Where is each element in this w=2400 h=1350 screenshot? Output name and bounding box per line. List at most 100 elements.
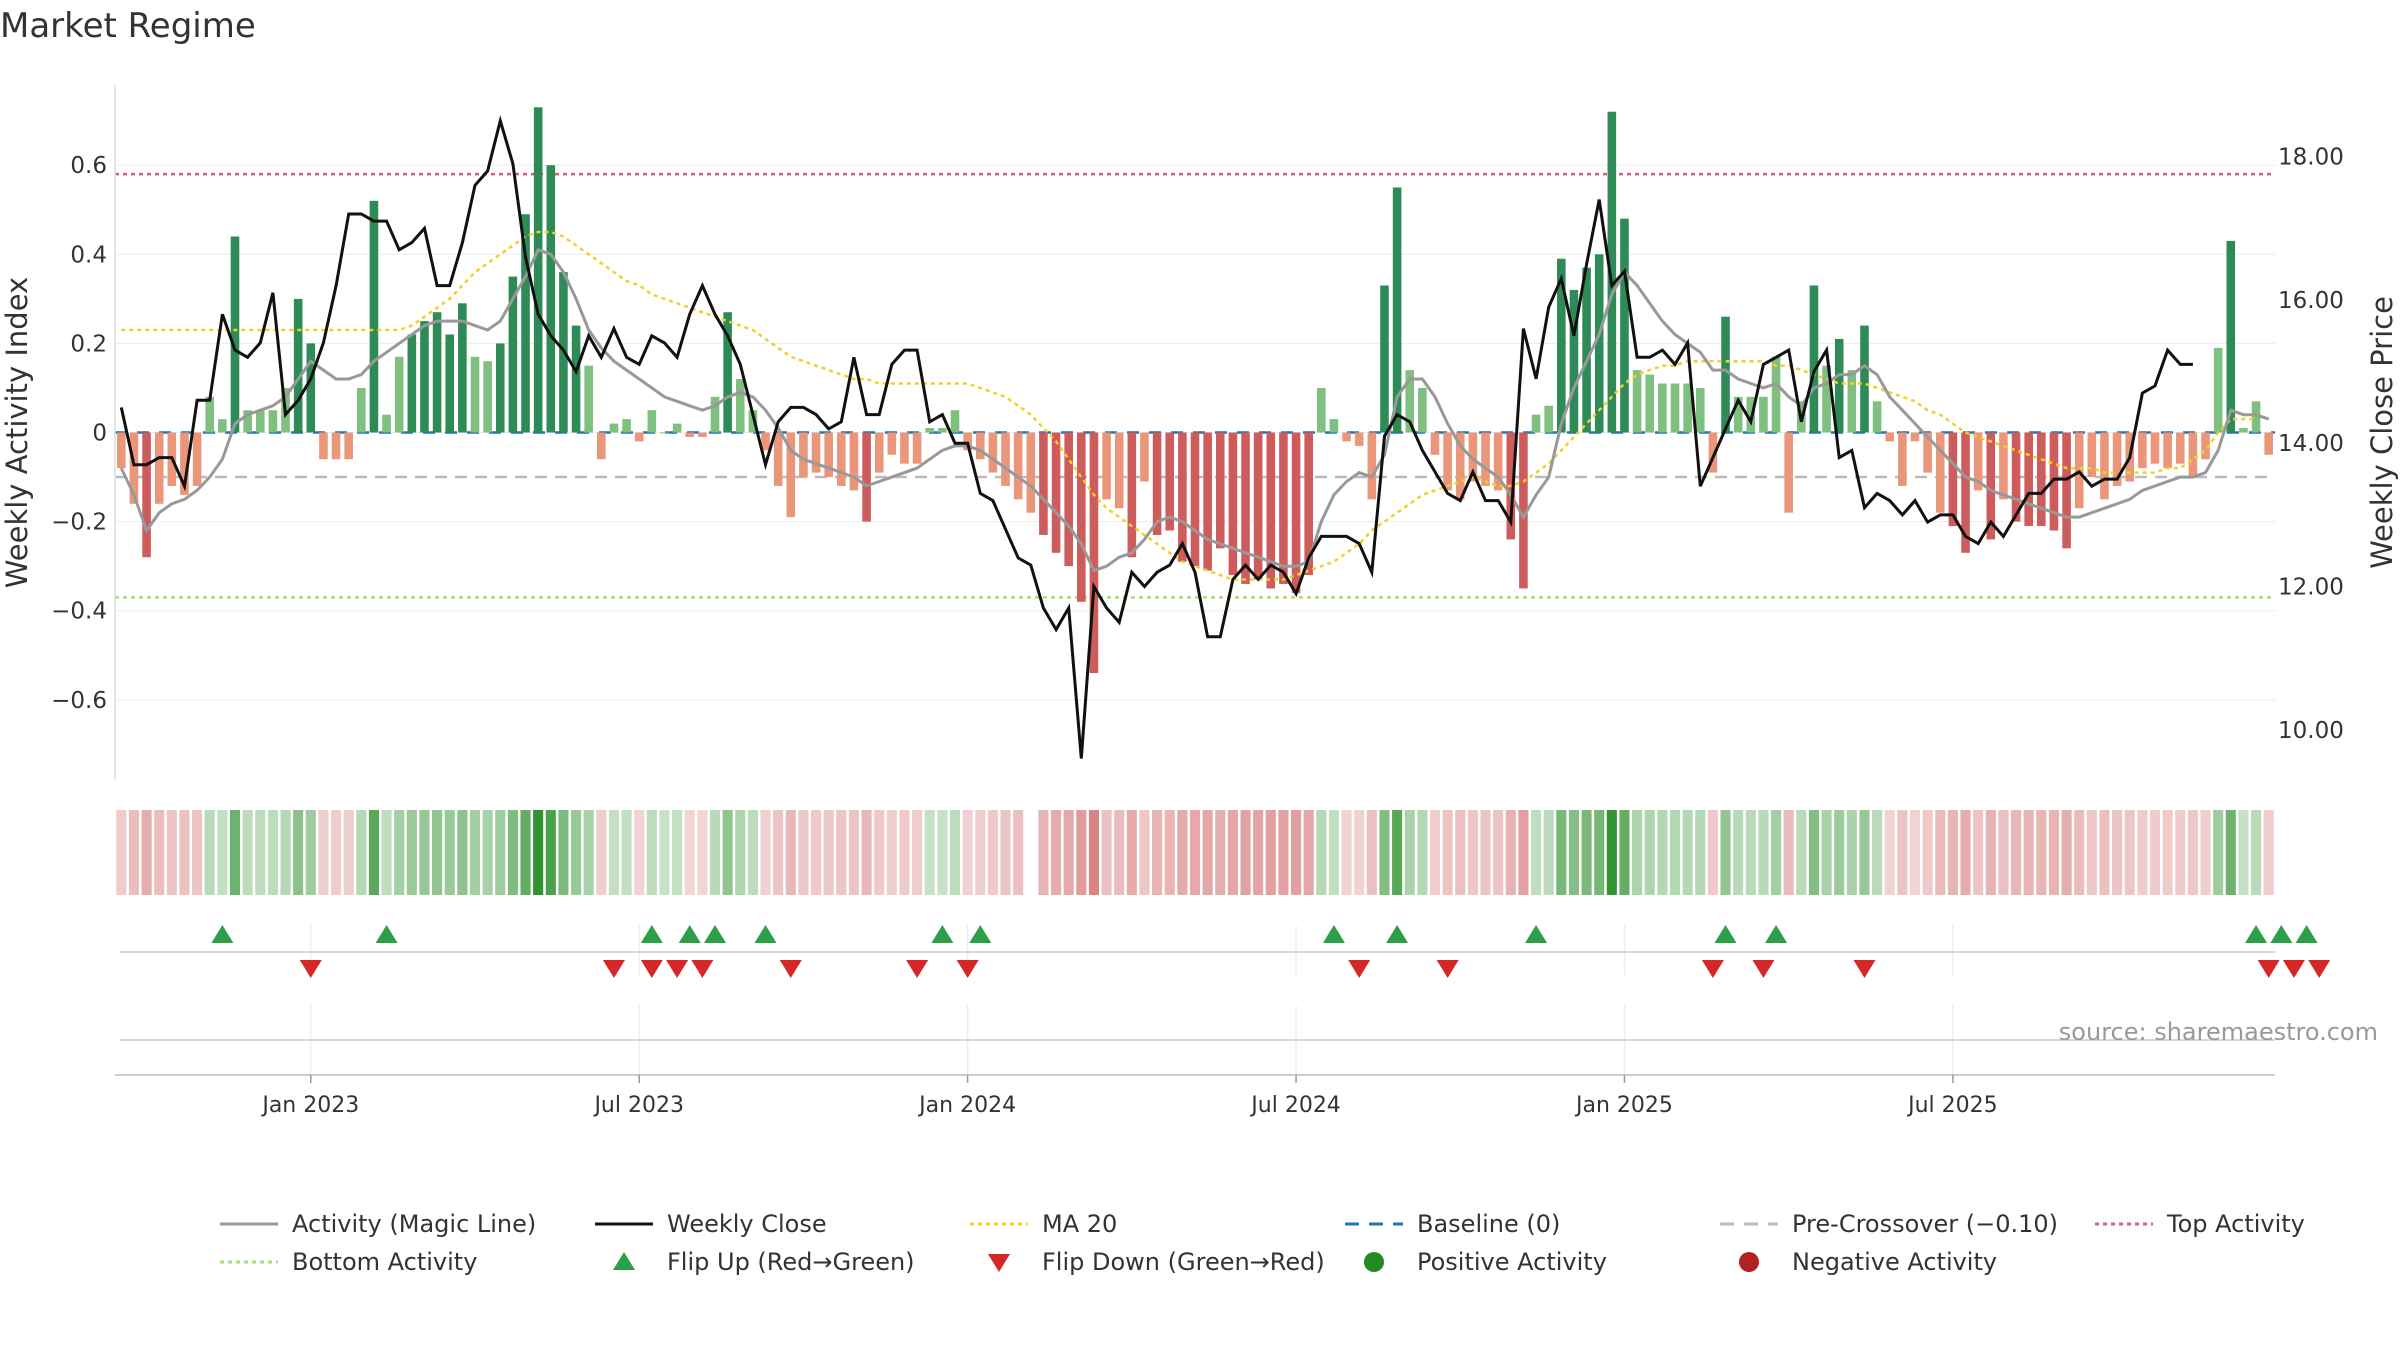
flip-up-marker [969,925,992,943]
activity-bar [1228,432,1238,576]
activity-bar [2226,240,2236,433]
axes: 0.6 0.4 0.2 0 −0.2 −0.4 −0.6 18.00 16.00 14.00 12.… [0,85,2399,780]
flip-up-marker [640,925,663,943]
flip-down-marker [1853,960,1876,978]
regime-strip-cell [1758,810,1769,895]
regime-strip-cell [154,810,165,895]
regime-strip-cell [899,810,910,895]
activity-bar [748,410,758,433]
flip-up-marker [2270,925,2293,943]
activity-bar [963,432,972,451]
regime-strip-cell [1341,810,1352,895]
regime-strip-cell [1947,810,1958,895]
activity-bar [609,423,619,433]
regime-strip-cell [1038,810,1049,895]
regime-strip-cell [1783,810,1794,895]
activity-bar [483,361,492,433]
activity-bar [2037,432,2046,527]
flip-down-marker [2257,960,2280,978]
regime-strip-cell [356,810,367,895]
activity-bar [1001,432,1010,486]
flip-up-marker [754,925,777,943]
activity-bar [1481,432,1490,486]
regime-strip-cell [1051,810,1062,895]
activity-bar [912,432,922,464]
activity-bar [1241,432,1250,584]
activity-bar [1178,432,1187,562]
regime-strip-cell [1619,810,1630,895]
activity-bar [508,276,518,433]
legend-label: Positive Activity [1417,1248,1607,1276]
regime-strip-cell [1707,810,1718,895]
legend-item-neg_dot: Negative Activity [1739,1248,1997,1276]
regime-strip-cell [217,810,228,895]
regime-strip-cell [773,810,784,895]
regime-strip-cell [267,810,278,895]
activity-bar [660,432,669,434]
regime-strip-cell [545,810,556,895]
activity-bar [1695,387,1705,433]
regime-strip-cell [621,810,632,895]
legend-label: Pre-Crossover (−0.10) [1792,1210,2058,1238]
regime-strip-cell [1998,810,2009,895]
activity-bar [1670,383,1680,433]
activity-bar [1089,432,1099,674]
regime-strip-cell [1354,810,1365,895]
regime-strip-cell [293,810,304,895]
left-axis-label: Weekly Activity Index [0,277,34,588]
regime-strip-cell [2263,810,2274,895]
regime-strip-cell [128,810,139,895]
regime-strip-cell [280,810,291,895]
regime-strip-cell [368,810,379,895]
activity-bar [1809,285,1819,433]
left-tick-label: −0.4 [51,599,107,625]
regime-strip-cell [141,810,152,895]
activity-bar [1354,432,1364,446]
flip-up-marker [1714,925,1737,943]
legend-label: Bottom Activity [292,1248,477,1276]
legend-swatch [1739,1252,1759,1272]
legend-label: Flip Down (Green→Red) [1042,1248,1325,1276]
regime-strip-cell [1518,810,1529,895]
regime-strip-cell [1493,810,1504,895]
regime-strip-cell [1467,810,1478,895]
regime-strip-cell [798,810,809,895]
right-tick-label: 10.00 [2278,718,2344,744]
activity-bar [344,432,353,460]
regime-strip-cell [1455,810,1466,895]
flip-down-marker [602,960,625,978]
regime-strip-cell [1076,810,1087,895]
regime-strip-cell [2162,810,2173,895]
activity-bar [1455,432,1465,500]
left-tick-label: 0.2 [70,331,107,357]
activity-bar [495,343,505,433]
flip-up-marker [704,925,726,943]
regime-strip-cell [785,810,796,895]
regime-strip-cell [1164,810,1175,895]
legend-label: Negative Activity [1792,1248,1997,1276]
activity-bar [445,334,455,433]
activity-bar [1885,432,1895,442]
right-axis-label: Weekly Close Price [2365,296,2399,569]
regime-strip-cell [1834,810,1845,895]
activity-bar [723,312,732,433]
regime-strip-cell [1328,810,1339,895]
activity-bar [1317,387,1326,433]
activity-bar [2049,432,2059,531]
legend: Activity (Magic Line) Weekly Close MA 20 Ba… [220,1210,2305,1276]
activity-bar [1986,432,1996,540]
left-tick-label: −0.2 [51,510,107,536]
activity-bar [382,414,391,433]
regime-strip-cell [571,810,582,895]
activity-bar [1860,325,1869,433]
legend-label: Weekly Close [667,1210,827,1238]
activity-bar [1948,432,1958,527]
flip-up-marker [2245,925,2268,943]
activity-bar [1746,396,1756,433]
activity-bar [1645,374,1655,433]
regime-strip-cell [709,810,721,895]
regime-strip-cell [1682,810,1693,895]
regime-strip-cell [1745,810,1756,895]
activity-bar [1039,432,1048,535]
legend-item-flip_down: Flip Down (Green→Red) [988,1248,1325,1276]
